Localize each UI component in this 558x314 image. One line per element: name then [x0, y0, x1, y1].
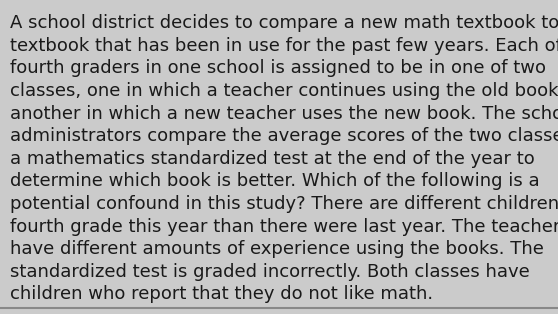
Text: administrators compare the average scores of the two classes on: administrators compare the average score…: [10, 127, 558, 145]
Text: textbook that has been in use for the past few years. Each of the: textbook that has been in use for the pa…: [10, 37, 558, 55]
Text: fourth graders in one school is assigned to be in one of two: fourth graders in one school is assigned…: [10, 59, 546, 77]
Text: A school district decides to compare a new math textbook to the: A school district decides to compare a n…: [10, 14, 558, 32]
Text: a mathematics standardized test at the end of the year to: a mathematics standardized test at the e…: [10, 150, 535, 168]
Text: potential confound in this study? There are different children in: potential confound in this study? There …: [10, 195, 558, 213]
Text: fourth grade this year than there were last year. The teachers: fourth grade this year than there were l…: [10, 218, 558, 236]
Text: children who report that they do not like math.: children who report that they do not lik…: [10, 285, 433, 303]
Text: standardized test is graded incorrectly. Both classes have: standardized test is graded incorrectly.…: [10, 263, 530, 281]
Text: another in which a new teacher uses the new book. The school: another in which a new teacher uses the …: [10, 105, 558, 122]
Text: determine which book is better. Which of the following is a: determine which book is better. Which of…: [10, 172, 540, 190]
Text: have different amounts of experience using the books. The: have different amounts of experience usi…: [10, 240, 544, 258]
Text: classes, one in which a teacher continues using the old book and: classes, one in which a teacher continue…: [10, 82, 558, 100]
